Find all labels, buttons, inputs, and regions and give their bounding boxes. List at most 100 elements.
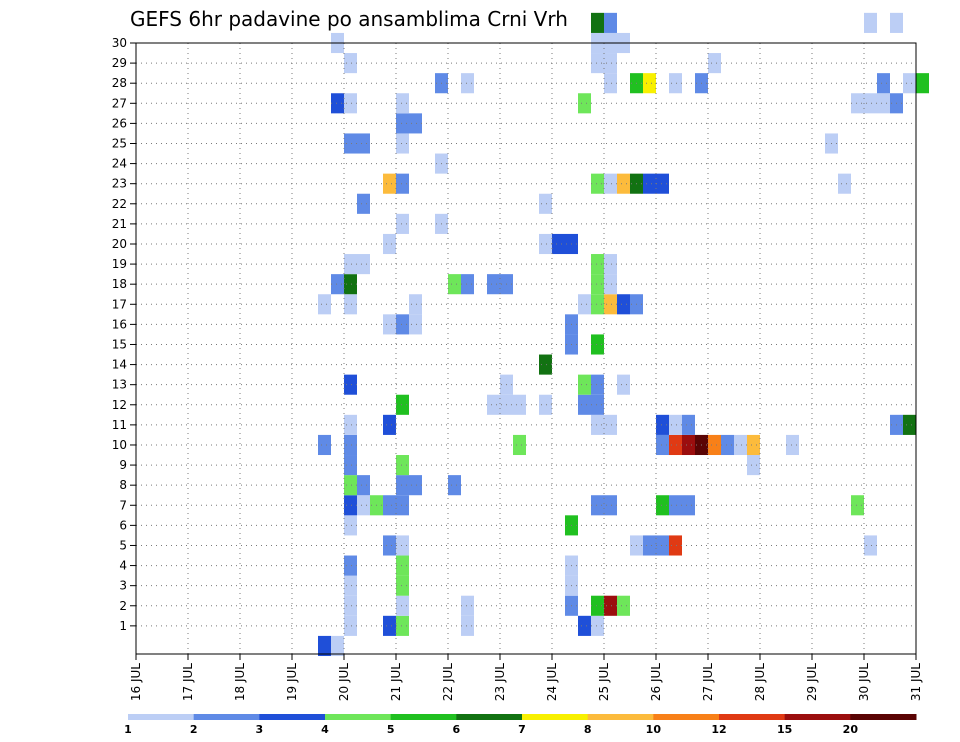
precip-cell: [734, 434, 747, 456]
precip-cell: [591, 394, 604, 415]
y-tick-label: 18: [112, 277, 127, 291]
y-tick-label: 28: [112, 76, 127, 90]
legend-swatch: [456, 714, 523, 720]
legend-swatch: [850, 714, 917, 720]
precip-cell: [383, 173, 396, 194]
precip-cell: [539, 354, 552, 375]
precip-cell: [487, 394, 500, 415]
precip-cell: [513, 434, 526, 456]
precip-cell: [383, 615, 396, 636]
y-tick-label: 12: [112, 398, 127, 412]
precip-cell: [357, 133, 370, 154]
precip-cell: [721, 434, 734, 456]
y-tick-label: 26: [112, 116, 127, 130]
precip-cell: [903, 414, 916, 435]
y-tick-label: 9: [119, 458, 127, 472]
precip-cell: [604, 495, 617, 516]
precip-cell: [591, 414, 604, 435]
precip-cell: [318, 635, 331, 657]
precip-cell: [383, 414, 396, 435]
precip-cell: [409, 475, 422, 496]
precip-cell: [591, 294, 604, 315]
legend-label: 15: [777, 723, 792, 736]
y-tick-label: 10: [112, 438, 127, 452]
precip-cell: [656, 414, 669, 435]
legend-swatch: [193, 714, 260, 720]
precip-cell: [396, 495, 409, 516]
color-legend: 1 2 3 4 5 6 7 8 10 12 15 20: [124, 714, 917, 736]
precip-cell: [669, 495, 682, 516]
y-tick-label: 21: [112, 217, 127, 231]
x-tick-label: 29 JUL: [805, 663, 819, 701]
x-tick-label: 16 JUL: [129, 663, 143, 701]
y-tick-label: 17: [112, 297, 127, 311]
precip-cell: [396, 455, 409, 476]
precip-cell: [344, 133, 357, 154]
precip-cell: [396, 615, 409, 636]
precip-cell: [591, 495, 604, 516]
precip-cell: [604, 53, 617, 74]
precip-cell: [344, 254, 357, 275]
precip-cell: [396, 575, 409, 596]
precip-cell: [448, 274, 461, 295]
precip-cell: [604, 173, 617, 194]
y-tick-label: 24: [112, 157, 127, 171]
precip-cell: [604, 73, 617, 94]
y-tick-label: 2: [119, 599, 127, 613]
precip-cell: [552, 233, 565, 255]
gridlines: [135, 42, 917, 654]
chart-title: GEFS 6hr padavine po ansamblima Crni Vrh: [130, 7, 568, 31]
x-tick-label: 26 JUL: [649, 663, 663, 701]
precip-cell: [669, 73, 682, 94]
precip-cell: [656, 434, 669, 456]
precip-cell: [344, 555, 357, 576]
precip-cell: [396, 93, 409, 114]
precip-cell: [916, 73, 929, 94]
precip-cell: [344, 595, 357, 616]
precip-cell: [591, 374, 604, 395]
x-tick-label: 21 JUL: [389, 663, 403, 701]
x-tick-label: 30 JUL: [857, 663, 871, 701]
y-tick-label: 19: [112, 257, 127, 271]
precip-cell: [591, 615, 604, 636]
precip-cell: [396, 535, 409, 556]
legend-swatch: [128, 714, 195, 720]
x-tick-label: 19 JUL: [285, 663, 299, 701]
x-tick-label: 31 JUL: [909, 663, 923, 701]
precip-cell: [903, 73, 916, 94]
precip-cell: [331, 93, 344, 114]
precip-cell: [578, 294, 591, 315]
precip-cell: [383, 233, 396, 255]
y-tick-label: 16: [112, 317, 127, 331]
precip-cell: [708, 53, 721, 74]
legend-label: 3: [256, 723, 264, 736]
precip-cell: [396, 113, 409, 134]
x-tick-label: 28 JUL: [753, 663, 767, 701]
precip-cell: [890, 12, 903, 33]
legend-label: 7: [518, 723, 526, 736]
precip-cell: [396, 314, 409, 335]
precip-cell: [318, 434, 331, 456]
precip-cell: [383, 314, 396, 335]
precip-cell: [656, 173, 669, 194]
precip-cell: [682, 414, 695, 435]
y-tick-label: 6: [119, 518, 127, 532]
precip-cell: [643, 73, 656, 94]
plot-frame: [135, 42, 917, 655]
precip-cell: [344, 455, 357, 476]
precip-cell: [344, 515, 357, 536]
legend-label: 10: [646, 723, 662, 736]
y-tick-label: 7: [119, 498, 127, 512]
precip-cell: [318, 294, 331, 315]
precip-cell: [682, 495, 695, 516]
precip-cell: [604, 12, 617, 33]
precip-cell: [396, 394, 409, 415]
precip-cell: [396, 555, 409, 576]
precip-cell: [396, 133, 409, 154]
y-axis-ticks: 1234567891011121314151617181920212223242…: [112, 36, 136, 633]
x-tick-label: 17 JUL: [181, 663, 195, 701]
precip-cell: [864, 12, 877, 33]
precip-cell: [656, 535, 669, 556]
x-tick-label: 18 JUL: [233, 663, 247, 701]
